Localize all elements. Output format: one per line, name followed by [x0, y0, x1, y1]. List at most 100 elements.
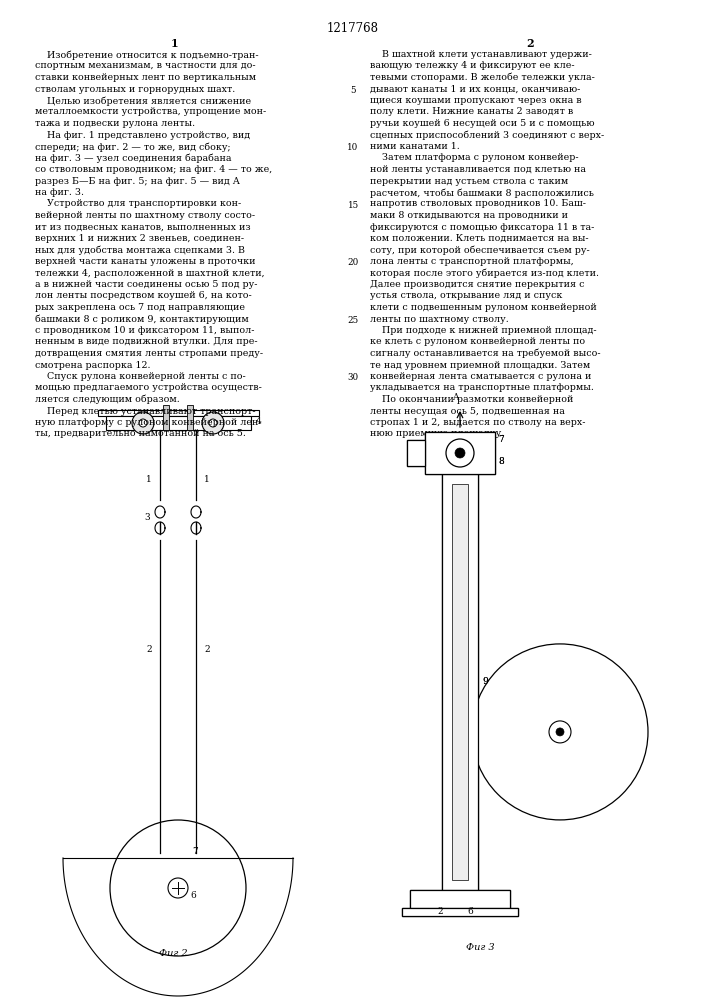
Text: верхней части канаты уложены в проточки: верхней части канаты уложены в проточки [35, 257, 255, 266]
Text: 2: 2 [526, 38, 534, 49]
Text: 1: 1 [146, 476, 152, 485]
Bar [452, 484, 468, 880]
Text: расчетом, чтобы башмаки 8 расположились: расчетом, чтобы башмаки 8 расположились [370, 188, 594, 198]
Bar [156, 845, 200, 861]
Text: дывают канаты 1 и их концы, оканчиваю-: дывают канаты 1 и их концы, оканчиваю- [370, 85, 580, 94]
Text: фиксируются с помощью фиксатора 11 в та-: фиксируются с помощью фиксатора 11 в та- [370, 223, 595, 232]
Text: Фиг 3: Фиг 3 [466, 944, 494, 952]
Text: При подходе к нижней приемной площад-: При подходе к нижней приемной площад- [370, 326, 597, 335]
Text: Фиг 2: Фиг 2 [158, 948, 187, 958]
Text: разрез Б—Б на фиг. 5; на фиг. 5 — вид А: разрез Б—Б на фиг. 5; на фиг. 5 — вид А [35, 176, 240, 186]
Text: на фиг. 3.: на фиг. 3. [35, 188, 84, 197]
Text: тевыми стопорами. В желобе тележки укла-: тевыми стопорами. В желобе тележки укла- [370, 73, 595, 83]
Circle shape [202, 412, 224, 434]
Text: Перед клетью устанавливают транспорт-: Перед клетью устанавливают транспорт- [35, 406, 256, 416]
Circle shape [110, 820, 246, 956]
Text: 25: 25 [347, 316, 358, 325]
Text: маки 8 откидываются на проводники и: маки 8 откидываются на проводники и [370, 211, 568, 220]
Text: ленты несущая ось 5, подвешенная на: ленты несущая ось 5, подвешенная на [370, 406, 565, 416]
Text: вающую тележку 4 и фиксируют ее кле-: вающую тележку 4 и фиксируют ее кле- [370, 62, 575, 70]
Text: 8: 8 [498, 458, 504, 466]
Text: соту, при которой обеспечивается съем ру-: соту, при которой обеспечивается съем ру… [370, 245, 590, 255]
Text: которая после этого убирается из-под клети.: которая после этого убирается из-под кле… [370, 268, 599, 278]
Circle shape [446, 439, 474, 467]
Text: 9: 9 [482, 678, 488, 686]
Text: а в нижней части соединены осью 5 под ру-: а в нижней части соединены осью 5 под ру… [35, 280, 257, 289]
Bar [171, 848, 185, 858]
Text: ком положении. Клеть поднимается на вы-: ком положении. Клеть поднимается на вы- [370, 234, 589, 243]
Text: ненным в виде подвижной втулки. Для пре-: ненным в виде подвижной втулки. Для пре- [35, 338, 257, 347]
Text: 1: 1 [204, 476, 210, 485]
Text: ленты по шахтному стволу.: ленты по шахтному стволу. [370, 314, 509, 324]
Text: смотрена распорка 12.: смотрена распорка 12. [35, 360, 151, 369]
Text: 2: 2 [437, 908, 443, 916]
Text: перекрытии над устьем ствола с таким: перекрытии над устьем ствола с таким [370, 176, 568, 186]
Text: 6: 6 [467, 908, 473, 916]
Text: стволам угольных и горнорудных шахт.: стволам угольных и горнорудных шахт. [35, 85, 235, 94]
Text: лон ленты посредством коушей 6, на кото-: лон ленты посредством коушей 6, на кото- [35, 292, 252, 300]
Text: 2: 2 [204, 646, 209, 654]
Text: ных для удобства монтажа сцепками 3. В: ных для удобства монтажа сцепками 3. В [35, 245, 245, 255]
Circle shape [132, 412, 154, 434]
Text: На фиг. 1 представлено устройство, вид: На фиг. 1 представлено устройство, вид [35, 130, 250, 139]
Text: лона ленты с транспортной платформы,: лона ленты с транспортной платформы, [370, 257, 574, 266]
Text: 30: 30 [347, 373, 358, 382]
Text: ит из подвесных канатов, выполненных из: ит из подвесных канатов, выполненных из [35, 223, 250, 232]
Bar [410, 890, 510, 908]
Bar [410, 890, 510, 908]
Text: на фиг. 3 — узел соединения барабана: на фиг. 3 — узел соединения барабана [35, 153, 231, 163]
Circle shape [139, 419, 147, 427]
Bar [187, 405, 193, 430]
Text: со стволовым проводником; на фиг. 4 — то же,: со стволовым проводником; на фиг. 4 — то… [35, 165, 272, 174]
Text: спортным механизмам, в частности для до-: спортным механизмам, в частности для до- [35, 62, 256, 70]
Text: дотвращения смятия ленты стропами преду-: дотвращения смятия ленты стропами преду- [35, 349, 263, 358]
Bar [98, 410, 259, 416]
Text: 6: 6 [190, 892, 196, 900]
Text: тележки 4, расположенной в шахтной клети,: тележки 4, расположенной в шахтной клети… [35, 268, 264, 277]
Text: ставки конвейерных лент по вертикальным: ставки конвейерных лент по вертикальным [35, 73, 256, 82]
Circle shape [209, 419, 217, 427]
Bar [452, 484, 468, 880]
Text: 4: 4 [255, 418, 262, 426]
Text: 2: 2 [437, 908, 443, 916]
Text: напротив стволовых проводников 10. Баш-: напротив стволовых проводников 10. Баш- [370, 200, 586, 209]
Text: ную платформу с рулоном конвейерной лен-: ную платформу с рулоном конвейерной лен- [35, 418, 262, 427]
Text: 3: 3 [144, 514, 150, 522]
Text: те над уровнем приемной площадки. Затем: те над уровнем приемной площадки. Затем [370, 360, 590, 369]
Text: ними канатами 1.: ними канатами 1. [370, 142, 460, 151]
Bar [442, 474, 478, 890]
Bar [163, 405, 169, 430]
Bar [407, 440, 425, 466]
Text: вейерной ленты по шахтному стволу состо-: вейерной ленты по шахтному стволу состо- [35, 211, 255, 220]
Text: башмаки 8 с роликом 9, контактирующим: башмаки 8 с роликом 9, контактирующим [35, 314, 249, 324]
Text: 2: 2 [146, 646, 152, 654]
Bar [442, 474, 478, 890]
Text: 5: 5 [350, 86, 356, 95]
Text: ной ленты устанавливается под клетью на: ной ленты устанавливается под клетью на [370, 165, 586, 174]
Text: 9: 9 [482, 678, 488, 686]
Text: 8: 8 [498, 458, 504, 466]
Text: 6: 6 [467, 908, 473, 916]
Circle shape [446, 439, 474, 467]
Circle shape [472, 644, 648, 820]
Text: тажа и подвески рулона ленты.: тажа и подвески рулона ленты. [35, 119, 195, 128]
Text: Далее производится снятие перекрытия с: Далее производится снятие перекрытия с [370, 280, 585, 289]
Text: мощью предлагаемого устройства осуществ-: мощью предлагаемого устройства осуществ- [35, 383, 262, 392]
Circle shape [549, 721, 571, 743]
Circle shape [455, 448, 465, 458]
Text: щиеся коушами пропускают через окна в: щиеся коушами пропускают через окна в [370, 96, 582, 105]
Text: сигналу останавливается на требуемой высо-: сигналу останавливается на требуемой выс… [370, 349, 601, 359]
Text: Целью изобретения является снижение: Целью изобретения является снижение [35, 96, 251, 105]
Circle shape [556, 728, 564, 736]
Text: конвейерная лента сматывается с рулона и: конвейерная лента сматывается с рулона и [370, 372, 591, 381]
Text: нюю приемную площадку.: нюю приемную площадку. [370, 430, 504, 438]
Bar [402, 908, 518, 916]
Text: спереди; на фиг. 2 — то же, вид сбоку;: спереди; на фиг. 2 — то же, вид сбоку; [35, 142, 230, 151]
Text: металлоемкости устройства, упрощение мон-: металлоемкости устройства, упрощение мон… [35, 107, 267, 116]
Text: сцепных приспособлений 3 соединяют с верх-: сцепных приспособлений 3 соединяют с вер… [370, 130, 604, 140]
Text: Спуск рулона конвейерной ленты с по-: Спуск рулона конвейерной ленты с по- [35, 372, 246, 381]
Text: 7: 7 [498, 436, 504, 444]
Text: Изобретение относится к подъемно-тран-: Изобретение относится к подъемно-тран- [35, 50, 259, 60]
Text: рых закреплена ось 7 под направляющие: рых закреплена ось 7 под направляющие [35, 303, 245, 312]
Text: укладывается на транспортные платформы.: укладывается на транспортные платформы. [370, 383, 594, 392]
